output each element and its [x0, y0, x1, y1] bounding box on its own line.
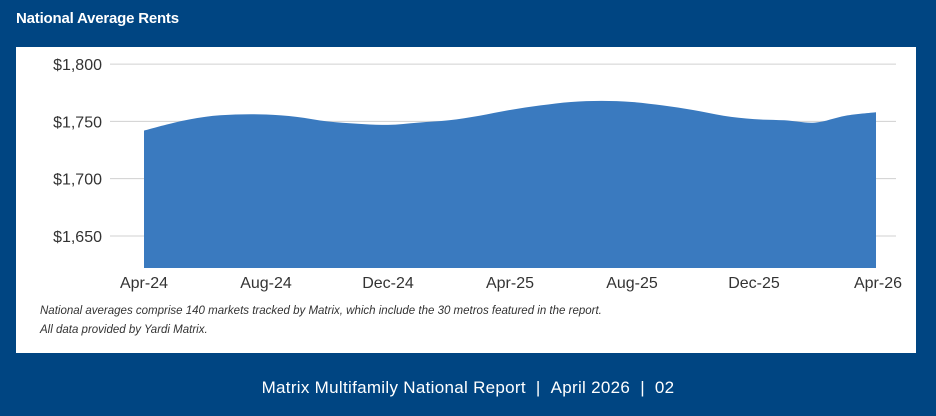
y-tick-label: $1,650: [53, 229, 102, 246]
x-tick-label: Dec-24: [362, 275, 414, 292]
chart-note: National averages comprise 140 markets t…: [40, 305, 602, 317]
x-tick-label: Aug-24: [240, 275, 292, 292]
rent-area-series: [144, 100, 876, 268]
x-tick-label: Aug-25: [606, 275, 658, 292]
x-tick-label: Apr-24: [120, 275, 168, 292]
section-title: National Average Rents: [16, 10, 179, 27]
x-tick-label: Apr-25: [486, 275, 534, 292]
x-tick-label: Dec-25: [728, 275, 780, 292]
footer-separator: |: [640, 378, 645, 397]
footer-report-name: Matrix Multifamily National Report: [261, 378, 526, 397]
footer-date: April 2026: [550, 378, 631, 397]
rent-area-chart: $1,650 $1,700 $1,750 $1,800 Apr-24 Aug-24 Dec-…: [53, 57, 902, 292]
x-tick-label: Apr-26: [854, 275, 902, 292]
footer-page-number: 02: [654, 378, 675, 397]
data-source-note: All data provided by Yardi Matrix.: [40, 324, 208, 336]
y-tick-label: $1,750: [53, 114, 102, 131]
y-tick-label: $1,800: [53, 57, 102, 74]
y-tick-label: $1,700: [53, 172, 102, 189]
chart-panel: $1,650 $1,700 $1,750 $1,800 Apr-24 Aug-24 Dec-…: [16, 47, 916, 353]
page-footer: Matrix Multifamily National Report | April…: [0, 378, 936, 398]
footer-separator: |: [535, 378, 541, 397]
